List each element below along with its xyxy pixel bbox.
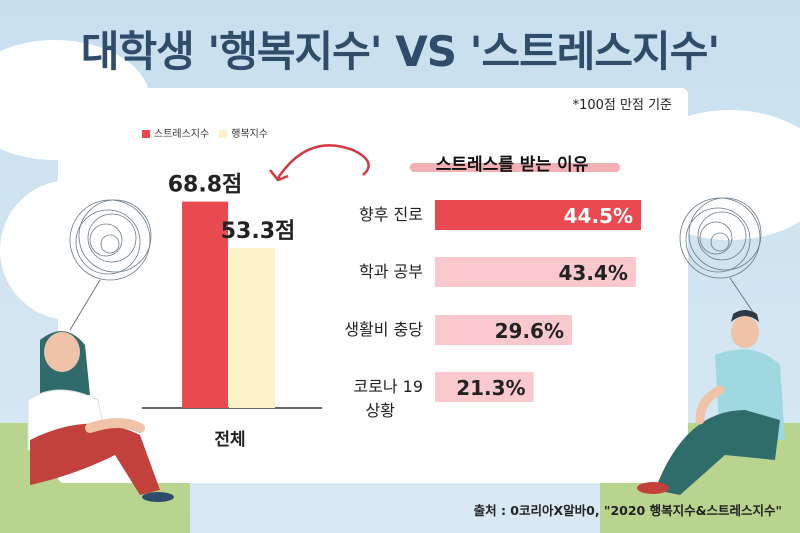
reason-category-label: 코로나 19 상황 <box>353 377 423 420</box>
reason-bar <box>435 257 636 287</box>
source-citation: 출처 : 0코리아X알바0, "2020 행복지수&스트레스지수" <box>473 503 782 518</box>
legend-swatch-stress <box>142 130 150 138</box>
reason-category-label: 학과 공부 <box>359 262 423 281</box>
arrow-decoration <box>276 144 370 179</box>
reason-bar <box>435 200 641 230</box>
data-label-happiness: 53.3점 <box>221 219 296 244</box>
scale-note: *100점 만점 기준 <box>572 98 672 113</box>
legend-item-happiness: 행복지수 <box>219 125 268 140</box>
reason-bar <box>435 372 534 402</box>
data-label-stress: 68.8점 <box>168 173 243 198</box>
legend-label-happiness: 행복지수 <box>231 129 269 140</box>
legend-item-stress: 스트레스지수 <box>142 125 209 140</box>
legend: 스트레스지수 행복지수 <box>142 125 268 140</box>
reason-value-label: 21.3% <box>456 376 525 400</box>
reason-value-label: 43.4% <box>559 261 628 285</box>
category-label-total: 전체 <box>214 430 245 450</box>
reasons-title-underline <box>410 163 620 172</box>
reason-value-label: 44.5% <box>564 204 633 228</box>
legend-label-stress: 스트레스지수 <box>154 129 210 140</box>
reason-category-label: 생활비 충당 <box>344 320 423 339</box>
reasons-chart-title: 스트레스를 받는 이유 <box>436 155 589 175</box>
sad-student-right-illustration <box>637 197 785 495</box>
arrow-head <box>269 169 289 182</box>
sad-student-left-illustration <box>27 199 174 502</box>
legend-swatch-happiness <box>219 130 228 138</box>
reason-bar <box>435 315 573 345</box>
reason-category-label: 향후 진로 <box>359 205 423 224</box>
bar-stress-total <box>182 201 228 408</box>
reason-value-label: 29.6% <box>495 319 564 343</box>
page-title: 대학생 '행복지수' VS '스트레스지수' <box>80 27 720 76</box>
bar-happiness-total <box>229 248 275 408</box>
